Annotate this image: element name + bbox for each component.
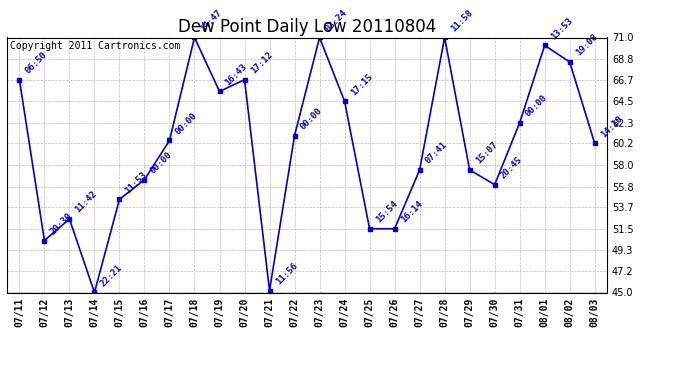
Text: 19:08: 19:08 — [574, 33, 599, 58]
Text: 16:43: 16:43 — [224, 62, 249, 87]
Text: Copyright 2011 Cartronics.com: Copyright 2011 Cartronics.com — [10, 41, 180, 51]
Text: 07:41: 07:41 — [424, 140, 449, 166]
Text: 16:14: 16:14 — [399, 199, 424, 225]
Text: 00:00: 00:00 — [524, 93, 549, 118]
Text: 00:00: 00:00 — [299, 106, 324, 131]
Text: 17:15: 17:15 — [348, 72, 374, 97]
Text: 11:58: 11:58 — [448, 8, 474, 33]
Text: 15:07: 15:07 — [474, 140, 499, 166]
Text: 17:12: 17:12 — [248, 50, 274, 75]
Text: 11:42: 11:42 — [74, 189, 99, 215]
Text: 00:00: 00:00 — [174, 111, 199, 136]
Text: 20:30: 20:30 — [48, 211, 74, 236]
Title: Dew Point Daily Low 20110804: Dew Point Daily Low 20110804 — [178, 18, 436, 36]
Text: 20:45: 20:45 — [499, 155, 524, 180]
Text: 14:10: 14:10 — [599, 114, 624, 139]
Text: 15:54: 15:54 — [374, 199, 399, 225]
Text: 14:47: 14:47 — [199, 8, 224, 33]
Text: 13:53: 13:53 — [549, 16, 574, 41]
Text: 22:21: 22:21 — [99, 263, 124, 288]
Text: 00:00: 00:00 — [148, 150, 174, 176]
Text: 11:53: 11:53 — [124, 170, 149, 195]
Text: 11:56: 11:56 — [274, 261, 299, 286]
Text: 06:50: 06:50 — [23, 50, 49, 75]
Text: 03:24: 03:24 — [324, 8, 349, 33]
